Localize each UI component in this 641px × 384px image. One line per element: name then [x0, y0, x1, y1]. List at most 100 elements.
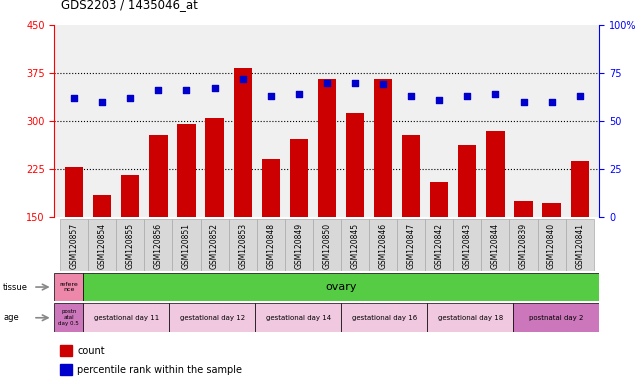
Point — [265, 93, 276, 99]
Bar — [565, 219, 594, 271]
Point — [574, 93, 585, 99]
Text: ovary: ovary — [326, 282, 357, 292]
Bar — [318, 79, 336, 313]
Text: GSM120855: GSM120855 — [126, 223, 135, 269]
Bar — [206, 118, 224, 313]
Bar — [144, 219, 172, 271]
Text: GSM120845: GSM120845 — [351, 223, 360, 269]
Bar — [149, 135, 167, 313]
Bar — [346, 113, 364, 313]
Point — [434, 97, 444, 103]
Bar — [262, 159, 280, 313]
Point — [294, 91, 304, 97]
Point — [97, 99, 107, 105]
Text: GDS2203 / 1435046_at: GDS2203 / 1435046_at — [61, 0, 198, 12]
Point — [519, 99, 529, 105]
Bar — [369, 219, 397, 271]
Bar — [487, 131, 504, 313]
Bar — [178, 124, 196, 313]
Bar — [374, 79, 392, 313]
Text: age: age — [3, 313, 19, 322]
Point — [181, 87, 192, 93]
Bar — [453, 219, 481, 271]
Text: tissue: tissue — [3, 283, 28, 291]
Point — [322, 79, 332, 86]
Text: GSM120851: GSM120851 — [182, 223, 191, 269]
Bar — [54, 303, 83, 332]
Point — [406, 93, 416, 99]
Text: gestational day 14: gestational day 14 — [265, 315, 331, 321]
Bar — [116, 219, 144, 271]
Text: GSM120847: GSM120847 — [406, 223, 415, 269]
Point — [125, 95, 135, 101]
Text: GSM120856: GSM120856 — [154, 223, 163, 269]
Point — [238, 76, 248, 82]
Bar — [290, 139, 308, 313]
Text: gestational day 11: gestational day 11 — [94, 315, 159, 321]
Text: GSM120848: GSM120848 — [266, 223, 275, 269]
Bar — [121, 175, 140, 313]
Bar — [513, 303, 599, 332]
Text: GSM120850: GSM120850 — [322, 223, 331, 269]
Bar — [542, 203, 561, 313]
Text: GSM120842: GSM120842 — [435, 223, 444, 269]
Bar — [172, 219, 201, 271]
Bar — [60, 345, 72, 356]
Point — [69, 95, 79, 101]
Text: GSM120853: GSM120853 — [238, 223, 247, 269]
Bar — [313, 219, 341, 271]
Bar — [233, 68, 252, 313]
Point — [462, 93, 472, 99]
Bar — [458, 145, 476, 313]
Bar — [60, 219, 88, 271]
Bar — [428, 303, 513, 332]
Text: count: count — [78, 346, 105, 356]
Text: gestational day 16: gestational day 16 — [352, 315, 417, 321]
Bar — [341, 303, 428, 332]
Bar — [285, 219, 313, 271]
Bar — [60, 364, 72, 375]
Text: GSM120852: GSM120852 — [210, 223, 219, 269]
Bar — [402, 135, 420, 313]
Text: gestational day 18: gestational day 18 — [438, 315, 503, 321]
Bar — [341, 219, 369, 271]
Point — [547, 99, 557, 105]
Point — [490, 91, 501, 97]
Bar — [201, 219, 229, 271]
Bar — [256, 219, 285, 271]
Bar — [83, 303, 169, 332]
Point — [350, 79, 360, 86]
Point — [378, 81, 388, 88]
Bar — [510, 219, 538, 271]
Text: GSM120849: GSM120849 — [294, 223, 303, 269]
Bar — [54, 273, 83, 301]
Bar — [430, 182, 448, 313]
Text: refere
nce: refere nce — [60, 281, 78, 293]
Text: postnatal day 2: postnatal day 2 — [529, 315, 583, 321]
Bar — [255, 303, 341, 332]
Text: GSM120840: GSM120840 — [547, 223, 556, 269]
Text: GSM120846: GSM120846 — [379, 223, 388, 269]
Bar — [88, 219, 116, 271]
Bar — [481, 219, 510, 271]
Bar — [514, 201, 533, 313]
Bar — [93, 195, 112, 313]
Text: postn
atal
day 0.5: postn atal day 0.5 — [58, 310, 79, 326]
Text: GSM120841: GSM120841 — [575, 223, 584, 269]
Bar — [397, 219, 425, 271]
Text: GSM120854: GSM120854 — [97, 223, 107, 269]
Text: GSM120857: GSM120857 — [70, 223, 79, 269]
Text: GSM120844: GSM120844 — [491, 223, 500, 269]
Bar — [425, 219, 453, 271]
Text: gestational day 12: gestational day 12 — [179, 315, 245, 321]
Text: GSM120843: GSM120843 — [463, 223, 472, 269]
Bar — [169, 303, 255, 332]
Text: GSM120839: GSM120839 — [519, 223, 528, 269]
Bar — [538, 219, 565, 271]
Bar — [65, 167, 83, 313]
Bar — [570, 161, 589, 313]
Point — [153, 87, 163, 93]
Point — [210, 85, 220, 91]
Text: percentile rank within the sample: percentile rank within the sample — [78, 365, 242, 375]
Bar — [229, 219, 256, 271]
